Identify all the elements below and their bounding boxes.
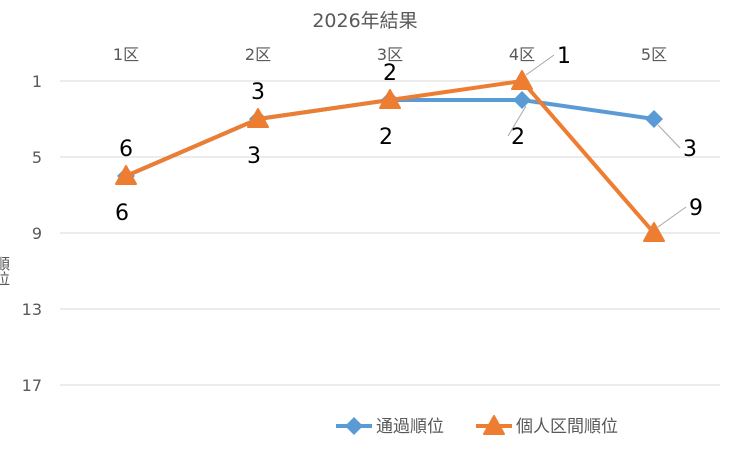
label-leader	[507, 105, 527, 137]
series-1-point	[379, 89, 401, 109]
x-tick-label: 1区	[113, 45, 139, 64]
data-label: 2	[379, 125, 393, 150]
legend-marker	[483, 415, 505, 435]
x-tick-label: 2区	[245, 45, 271, 64]
legend-label: 通過順位	[376, 417, 444, 437]
chart-title: 2026年結果	[312, 10, 417, 32]
series-1-point	[643, 222, 665, 242]
series-0-point	[645, 110, 663, 128]
data-label: 6	[119, 137, 133, 162]
series-1-point	[511, 70, 533, 90]
data-label: 2	[383, 61, 397, 86]
x-tick-label: 3区	[377, 45, 403, 64]
y-tick-label: 17	[22, 376, 42, 395]
x-tick-label: 4区	[509, 45, 535, 64]
y-tick-label: 9	[32, 224, 42, 243]
legend-marker	[345, 417, 363, 435]
data-label: 1	[557, 44, 571, 69]
y-tick-label: 5	[32, 148, 42, 167]
data-label: 6	[115, 201, 129, 226]
y-axis-label: 順位	[0, 256, 11, 286]
legend: 通過順位 個人区間順位	[336, 415, 618, 437]
data-label: 9	[689, 196, 703, 221]
data-label: 3	[683, 137, 697, 162]
legend-label: 個人区間順位	[516, 417, 618, 437]
y-tick-label: 13	[22, 300, 42, 319]
x-tick-label: 5区	[641, 45, 667, 64]
data-label: 3	[247, 144, 261, 169]
label-leader	[525, 54, 555, 76]
data-label: 2	[511, 125, 525, 150]
data-label-leaders	[507, 54, 687, 228]
label-leader	[657, 124, 681, 149]
y-axis-ticks: 1 5 9 13 17	[22, 72, 42, 395]
series-1-point	[247, 108, 269, 128]
series-1-point	[115, 165, 137, 185]
y-tick-label: 1	[32, 72, 42, 91]
data-label: 3	[251, 80, 265, 105]
series-layer	[115, 70, 665, 242]
x-axis-ticks: 1区 2区 3区 4区 5区	[113, 45, 667, 64]
label-leader	[657, 206, 687, 228]
data-labels: 6 3 2 2 3 6 3 2 1 9	[115, 44, 703, 226]
series-0-point	[513, 91, 531, 109]
